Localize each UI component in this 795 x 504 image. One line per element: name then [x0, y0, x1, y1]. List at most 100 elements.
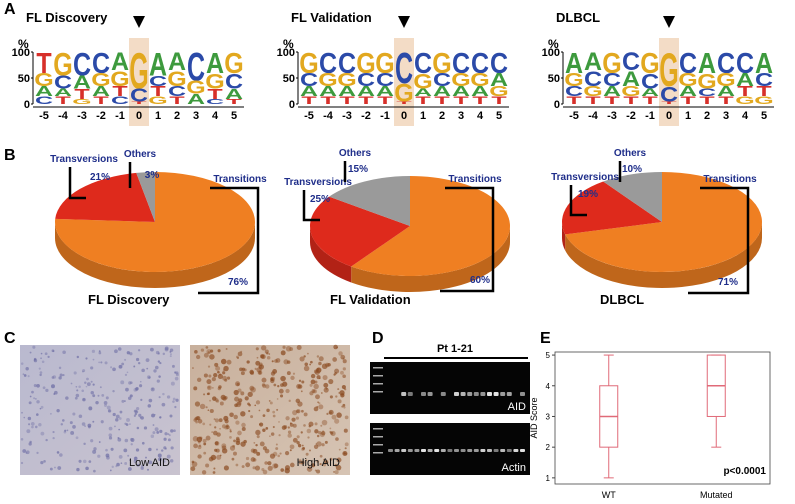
cell: [210, 349, 214, 353]
cell: [270, 376, 276, 382]
y-tick-label: 5: [546, 351, 551, 360]
cell: [120, 380, 125, 385]
arrow: [398, 16, 410, 28]
pie-label: Others: [124, 149, 157, 160]
cell: [105, 448, 108, 452]
cell: [202, 422, 206, 426]
cell: [92, 420, 95, 423]
histology-label: High AID: [297, 457, 340, 469]
cell: [329, 427, 332, 430]
cell: [226, 376, 231, 380]
cell: [256, 451, 261, 456]
cell: [125, 387, 129, 392]
logo-letter: C: [755, 69, 773, 90]
logo-letter: C: [641, 69, 659, 93]
logo-letter: G: [754, 95, 773, 107]
cell: [57, 466, 62, 470]
position-label: -3: [77, 110, 87, 122]
cell: [287, 426, 290, 429]
cell: [340, 370, 344, 375]
y-tick-label: 100: [542, 47, 560, 59]
cell: [250, 457, 256, 462]
cell: [266, 408, 270, 413]
cell: [237, 430, 242, 436]
cell: [344, 415, 349, 420]
cell: [212, 471, 216, 474]
cell: [300, 461, 304, 465]
logo-letter: A: [565, 47, 583, 79]
arrow: [663, 16, 675, 28]
cell: [254, 367, 257, 370]
cell: [75, 436, 79, 440]
cell: [292, 409, 298, 416]
cell: [43, 460, 46, 463]
cell: [252, 458, 257, 462]
ladder-band: [373, 391, 383, 393]
cell: [158, 396, 161, 399]
cell: [92, 383, 95, 386]
cell: [112, 412, 116, 417]
cell: [29, 440, 32, 444]
cell: [148, 447, 152, 452]
cell: [314, 369, 320, 375]
cell: [318, 361, 322, 366]
logo-letter: A: [755, 47, 773, 79]
cell: [157, 352, 160, 355]
cell: [118, 428, 121, 431]
cell: [235, 381, 241, 387]
cell: [118, 454, 123, 459]
cell: [136, 426, 140, 430]
cell: [321, 443, 325, 447]
cell: [21, 411, 23, 414]
cell: [309, 363, 312, 366]
cell: [157, 360, 161, 363]
logo-letter: A: [376, 84, 394, 100]
pie-label: 15%: [348, 164, 368, 175]
cell: [92, 358, 95, 361]
gel-label: Actin: [502, 462, 526, 474]
cell: [197, 454, 202, 459]
cell: [289, 449, 292, 452]
cell: [323, 382, 329, 388]
cell: [121, 399, 125, 403]
cell: [224, 425, 229, 430]
cell: [85, 357, 88, 360]
logo-letter: G: [318, 69, 337, 90]
cell: [70, 431, 75, 435]
cell: [236, 382, 240, 386]
cell: [301, 409, 304, 413]
cell: [26, 429, 31, 434]
position-label: -1: [115, 110, 125, 122]
cell: [212, 396, 217, 401]
gel-band: [487, 392, 492, 396]
logo-letter: A: [471, 84, 489, 100]
cell: [130, 438, 135, 442]
cell: [321, 419, 328, 426]
cell: [38, 423, 42, 427]
logo-letter: A: [54, 87, 72, 99]
logo-letter: T: [377, 95, 393, 107]
cell: [203, 451, 207, 455]
gel-band: [480, 449, 486, 452]
cell: [259, 362, 263, 367]
cell: [235, 463, 239, 467]
cell: [191, 460, 195, 464]
cell: [108, 436, 113, 440]
pie-side: [565, 222, 762, 289]
logo-letter: C: [206, 97, 224, 105]
pie-slice: [351, 176, 511, 276]
cell: [126, 418, 130, 422]
logo-letter: A: [111, 48, 129, 76]
cell: [25, 450, 30, 455]
cell: [229, 436, 232, 439]
cell: [97, 454, 101, 458]
cell: [150, 347, 154, 352]
panel-label: E: [540, 330, 551, 347]
cell: [81, 389, 85, 393]
cell: [205, 435, 211, 441]
cell: [206, 379, 212, 385]
gel-band: [440, 449, 446, 452]
cell: [319, 462, 322, 466]
bracket: [68, 167, 86, 200]
cell: [219, 401, 224, 406]
